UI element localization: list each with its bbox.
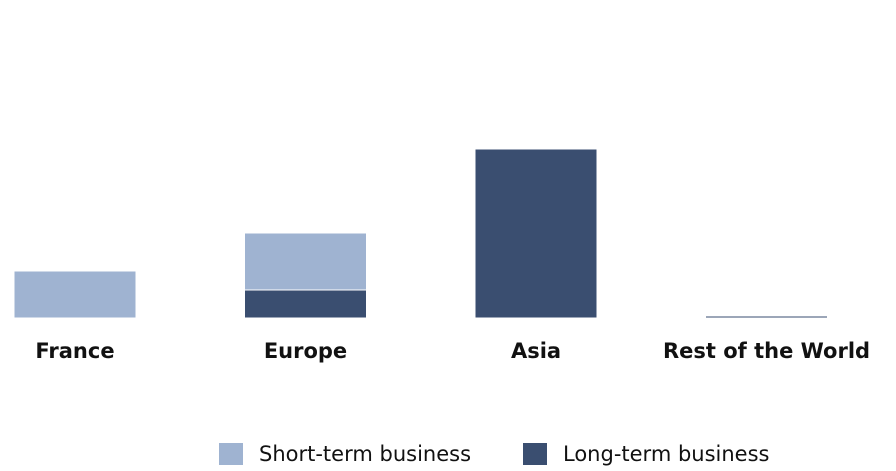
x-tick-label: Rest of the World	[663, 339, 870, 363]
bar-segment	[705, 314, 828, 317]
x-tick-label: Asia	[511, 339, 561, 363]
legend-swatch	[219, 443, 243, 465]
bar-segment	[13, 270, 137, 319]
x-tick-label: Europe	[264, 339, 347, 363]
legend-label: Short-term business	[259, 442, 471, 466]
legend-label: Long-term business	[563, 442, 769, 466]
bar-segment	[244, 232, 367, 291]
x-tick-label: France	[35, 339, 114, 363]
legend-swatch	[523, 443, 547, 465]
bar-segment	[244, 289, 367, 319]
bar-segment	[474, 148, 598, 319]
